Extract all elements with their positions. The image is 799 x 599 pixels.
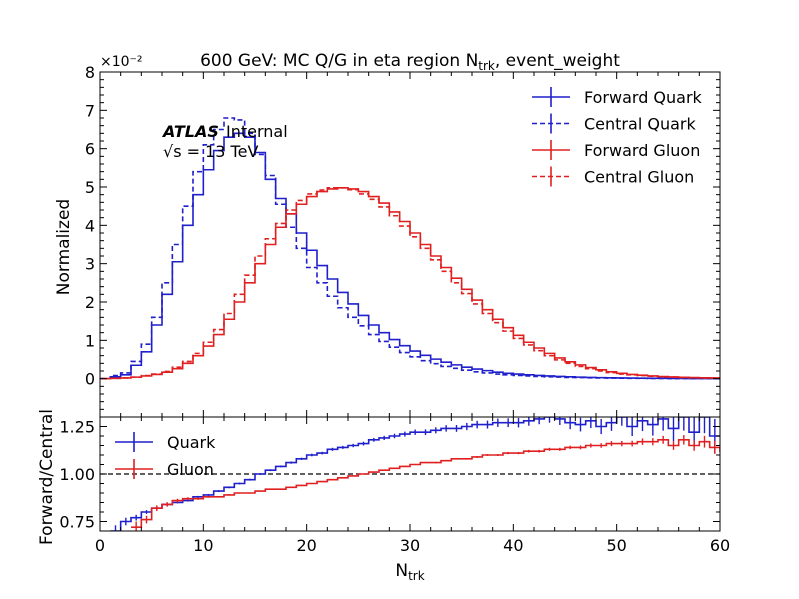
y-tick-label: 4 [85, 216, 95, 235]
chart-title: 600 GeV: MC Q/G in eta region Ntrk, even… [200, 51, 620, 73]
atlas-label-tag: Internal [226, 122, 288, 141]
x-axis-label-subscript: trk [408, 569, 425, 583]
legend-label: Forward Quark [584, 88, 703, 107]
ratio-series-gluon [131, 435, 720, 531]
y-tick-label: 8 [85, 63, 95, 82]
y-tick-label: 0 [85, 370, 95, 389]
series-central-quark [100, 117, 720, 380]
legend-label: Gluon [167, 460, 214, 479]
x-tick-label: 50 [606, 536, 626, 555]
legend-item: Central Gluon [532, 166, 694, 187]
x-tick-label: 20 [296, 536, 316, 555]
legend-item: Central Quark [532, 113, 696, 134]
ratio-y-tick-label: 0.75 [59, 513, 95, 532]
ratio-y-tick-label: 1.25 [59, 418, 95, 437]
ratio-step-line [131, 439, 720, 528]
chart-title-main: 600 GeV: MC Q/G in eta region N [200, 51, 478, 71]
x-axis-label-main: N [395, 561, 408, 581]
legend-label: Forward Gluon [584, 141, 700, 160]
top-ylabel: Normalized [54, 199, 74, 295]
legend-label: Central Quark [584, 115, 696, 134]
legend-label: Quark [167, 433, 216, 452]
x-tick-label: 60 [710, 536, 730, 555]
legend-item: Forward Gluon [532, 140, 700, 160]
x-tick-label: 10 [193, 536, 213, 555]
series-central-gluon [100, 186, 720, 380]
atlas-label-bold: ATLAS [161, 122, 219, 141]
x-axis-label: Ntrk [395, 561, 424, 583]
scale-label: ×10⁻² [100, 54, 143, 70]
y-tick-label: 3 [85, 255, 95, 274]
ratio-legend-item: Gluon [115, 459, 214, 479]
ratio-step-line [110, 417, 720, 531]
x-tick-label: 30 [400, 536, 420, 555]
x-tick-label: 40 [503, 536, 523, 555]
chart-title-subscript: trk [478, 59, 495, 73]
x-tick-label: 0 [95, 536, 105, 555]
top-legend: Forward Quark Central Quark Forward Gluon C… [532, 87, 703, 187]
ratio-legend: Quark Gluon [115, 432, 216, 479]
ratio-y-tick-label: 1.00 [59, 465, 95, 484]
series-forward-quark [100, 132, 720, 380]
y-tick-label: 6 [85, 140, 95, 159]
y-tick-label: 1 [85, 331, 95, 350]
energy-label: √s = 13 TeV [163, 142, 258, 161]
legend-label: Central Gluon [584, 168, 694, 187]
atlas-label: ATLAS Internal [161, 122, 288, 141]
ratio-panel: 0 10 20 30 40 50 60 0.75 1.00 1.25 Forward/Centra… [37, 409, 730, 555]
ratio-legend-item: Quark [115, 432, 216, 452]
legend-item: Forward Quark [532, 87, 703, 107]
ratio-ylabel: Forward/Central [37, 409, 57, 545]
y-tick-label: 2 [85, 293, 95, 312]
y-tick-label: 5 [85, 178, 95, 197]
top-panel: 0 1 2 3 4 5 6 7 8 ×10⁻² Normalized ATLAS Interna… [54, 54, 721, 418]
y-tick-label: 7 [85, 101, 95, 120]
chart-title-tail: , event_weight [495, 51, 620, 71]
